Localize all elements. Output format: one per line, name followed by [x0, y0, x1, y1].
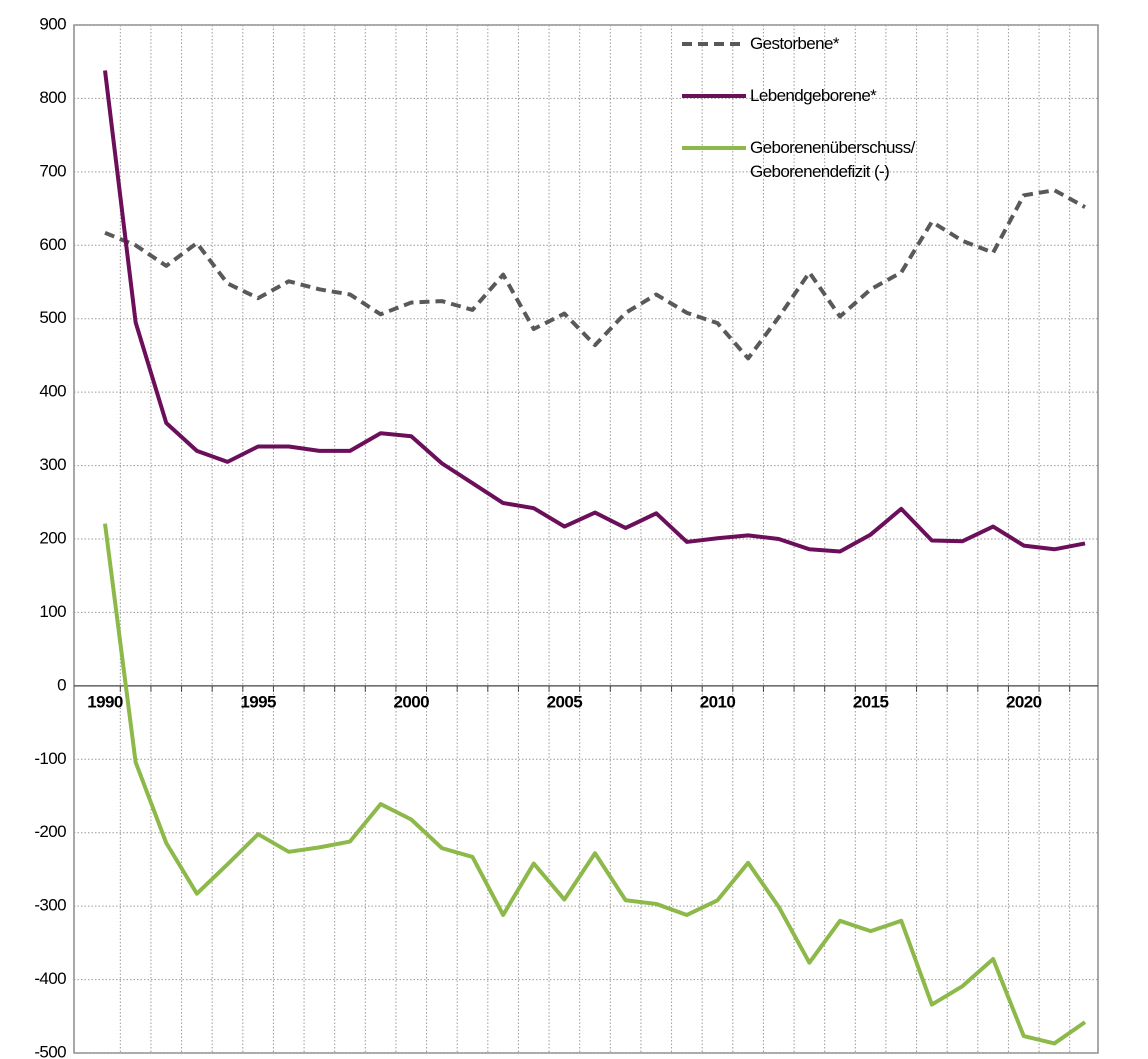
y-tick-label: 900 [39, 14, 66, 33]
legend-label: Gestorbene* [750, 34, 839, 53]
series-line [104, 188, 1086, 361]
y-tick-label: -200 [34, 822, 66, 841]
legend-swatch [682, 146, 746, 150]
y-tick-label: 600 [39, 235, 66, 254]
y-tick-label: -400 [34, 969, 66, 988]
y-tick-label: 200 [39, 528, 66, 547]
y-tick-label: 100 [39, 602, 66, 621]
y-tick-label: -300 [34, 896, 66, 915]
legend-label: Geborenenüberschuss/ Geborenendefizit (-… [750, 138, 915, 181]
y-tick-label: 700 [39, 161, 66, 180]
y-tick-label: -500 [34, 1042, 66, 1059]
legend-swatch [682, 94, 746, 98]
y-tick-label: 0 [57, 675, 66, 694]
x-tick-label: 2000 [394, 692, 430, 711]
x-tick-label: 1990 [87, 692, 123, 711]
series-line [103, 70, 1086, 554]
y-tick-label: 500 [39, 308, 66, 327]
x-tick-label: 1995 [240, 692, 276, 711]
x-tick-label: 2005 [547, 692, 583, 711]
y-tick-label: 300 [39, 455, 66, 474]
x-tick-label: 2020 [1006, 692, 1042, 711]
series-line [103, 523, 1087, 1046]
legend-label: Lebendgeborene* [750, 86, 877, 105]
legend-swatch [682, 42, 746, 46]
x-tick-label: 2010 [700, 692, 736, 711]
y-tick-label: 400 [39, 382, 66, 401]
x-tick-label: 2015 [853, 692, 889, 711]
y-tick-label: -100 [34, 749, 66, 768]
y-tick-label: 800 [39, 88, 66, 107]
